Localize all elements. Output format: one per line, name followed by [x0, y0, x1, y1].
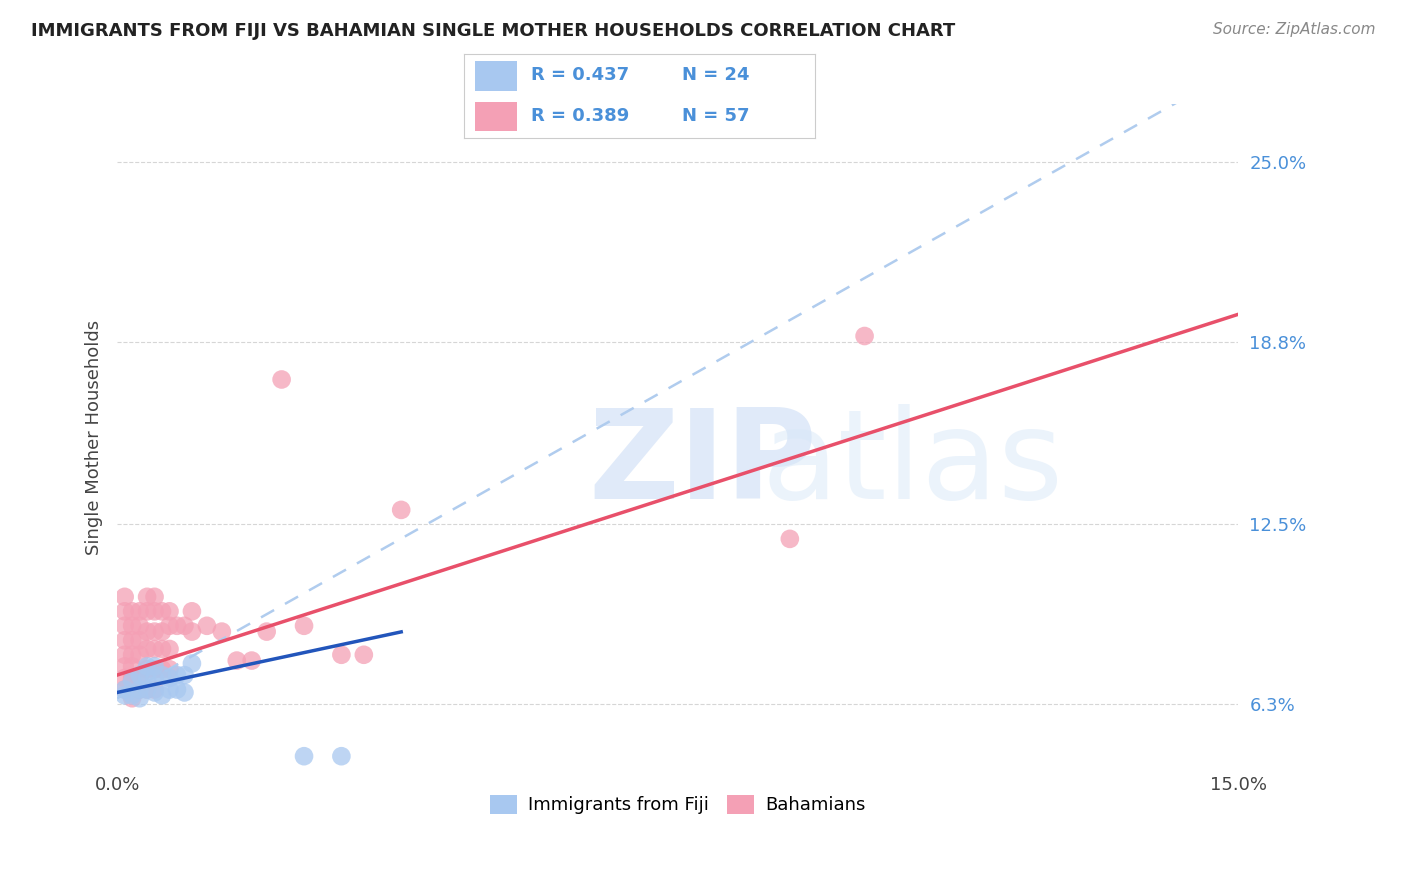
Point — [181, 624, 204, 639]
Point — [136, 590, 159, 604]
FancyBboxPatch shape — [475, 62, 517, 91]
Point — [114, 633, 136, 648]
Point — [389, 503, 412, 517]
Point — [166, 619, 188, 633]
Point — [330, 749, 353, 764]
Point — [121, 671, 143, 685]
Text: N = 24: N = 24 — [682, 66, 749, 84]
Point — [114, 648, 136, 662]
Point — [173, 668, 195, 682]
Text: ZIP: ZIP — [588, 403, 817, 524]
Point — [143, 642, 166, 657]
Point — [143, 682, 166, 697]
Point — [159, 662, 181, 676]
Point — [150, 604, 173, 618]
Point — [143, 685, 166, 699]
Point — [136, 642, 159, 657]
Point — [330, 648, 353, 662]
Point — [121, 648, 143, 662]
Point — [143, 671, 166, 685]
Text: IMMIGRANTS FROM FIJI VS BAHAMIAN SINGLE MOTHER HOUSEHOLDS CORRELATION CHART: IMMIGRANTS FROM FIJI VS BAHAMIAN SINGLE … — [31, 22, 955, 40]
Point — [128, 682, 150, 697]
Point — [292, 619, 315, 633]
Point — [240, 654, 263, 668]
Point — [114, 619, 136, 633]
Point — [114, 671, 136, 685]
Point — [136, 662, 159, 676]
Point — [270, 372, 292, 386]
Text: R = 0.437: R = 0.437 — [531, 66, 628, 84]
Point — [128, 671, 150, 685]
Point — [114, 604, 136, 618]
Point — [779, 532, 801, 546]
Point — [143, 624, 166, 639]
Point — [150, 662, 173, 676]
Point — [143, 659, 166, 673]
Point — [353, 648, 375, 662]
Point — [225, 654, 247, 668]
Point — [136, 682, 159, 697]
Point — [136, 671, 159, 685]
Point — [114, 682, 136, 697]
Point — [128, 604, 150, 618]
Point — [128, 619, 150, 633]
Point — [292, 749, 315, 764]
Point — [166, 682, 188, 697]
Point — [159, 642, 181, 657]
Text: atlas: atlas — [762, 403, 1064, 524]
Point — [121, 691, 143, 706]
Text: N = 57: N = 57 — [682, 107, 749, 125]
Point — [173, 685, 195, 699]
Point — [173, 619, 195, 633]
Point — [121, 659, 143, 673]
Point — [181, 657, 204, 671]
Y-axis label: Single Mother Households: Single Mother Households — [86, 320, 103, 555]
Point — [121, 673, 143, 688]
Point — [136, 604, 159, 618]
Point — [143, 662, 166, 676]
Point — [159, 604, 181, 618]
Point — [143, 604, 166, 618]
Point — [256, 624, 278, 639]
Point — [166, 668, 188, 682]
Point — [121, 604, 143, 618]
Point — [853, 329, 876, 343]
Point — [136, 682, 159, 697]
Point — [159, 682, 181, 697]
Point — [128, 691, 150, 706]
Point — [181, 604, 204, 618]
Text: Source: ZipAtlas.com: Source: ZipAtlas.com — [1212, 22, 1375, 37]
Point — [150, 624, 173, 639]
Point — [128, 633, 150, 648]
Point — [128, 668, 150, 682]
Text: R = 0.389: R = 0.389 — [531, 107, 628, 125]
Point — [159, 671, 181, 685]
Point — [114, 659, 136, 673]
Legend: Immigrants from Fiji, Bahamians: Immigrants from Fiji, Bahamians — [482, 788, 873, 822]
Point — [114, 689, 136, 703]
Point — [211, 624, 233, 639]
Point — [143, 590, 166, 604]
Point — [121, 633, 143, 648]
Point — [150, 689, 173, 703]
Point — [114, 590, 136, 604]
Point — [136, 659, 159, 673]
FancyBboxPatch shape — [475, 102, 517, 131]
Point — [195, 619, 218, 633]
Point — [121, 619, 143, 633]
Point — [150, 668, 173, 682]
Point — [136, 624, 159, 639]
Point — [128, 648, 150, 662]
Point — [159, 619, 181, 633]
Point — [128, 682, 150, 697]
Point — [121, 689, 143, 703]
Point — [114, 682, 136, 697]
Point — [150, 642, 173, 657]
